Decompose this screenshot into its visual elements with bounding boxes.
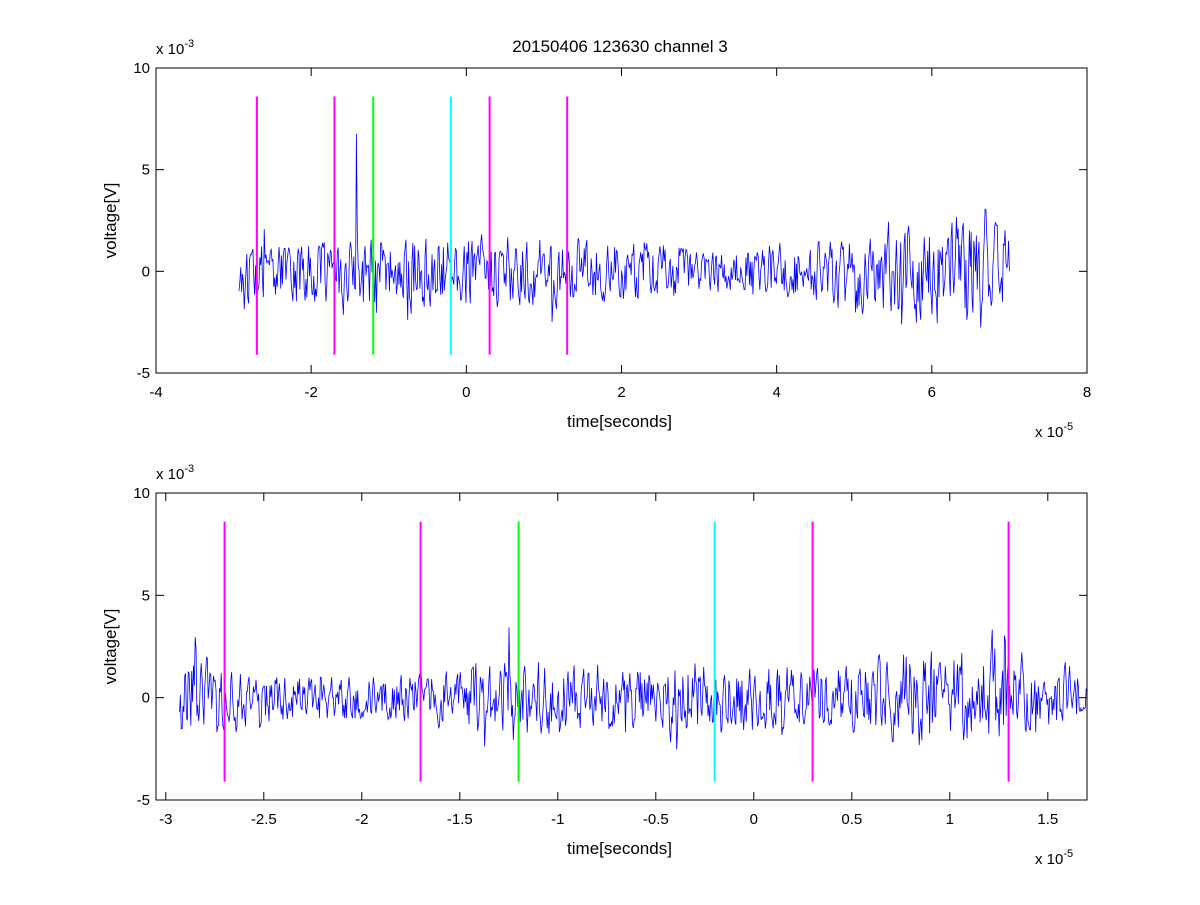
x-tick-label: -3 <box>159 811 172 828</box>
x-tick-label: 0 <box>750 811 758 828</box>
x-tick-label: -2.5 <box>251 811 277 828</box>
x-tick-label: 0 <box>462 384 470 401</box>
x-tick-label: 1 <box>946 811 954 828</box>
x-tick-label: -1.5 <box>447 811 473 828</box>
x-tick-label: 4 <box>772 384 780 401</box>
signal-line <box>179 627 1087 750</box>
y-tick-label: 10 <box>133 485 150 502</box>
y-scale-exponent: x 10-3 <box>156 38 194 58</box>
y-axis-label: voltage[V] <box>101 183 120 259</box>
x-tick-label: 1.5 <box>1037 811 1058 828</box>
x-tick-label: 2 <box>617 384 625 401</box>
x-tick-label: -0.5 <box>643 811 669 828</box>
chart-top: -4 -2 0 2 4 6 8 -5 0 5 10 time[seconds] voltage[V] x … <box>101 38 1091 441</box>
x-scale-exponent: x 10-5 <box>1035 848 1073 868</box>
y-tick-label: 5 <box>142 162 150 179</box>
y-tick-label: 0 <box>142 263 150 280</box>
y-tick-label: 0 <box>142 690 150 707</box>
x-tick-label: -2 <box>304 384 317 401</box>
x-tick-label: 6 <box>928 384 936 401</box>
y-axis-label: voltage[V] <box>101 609 120 685</box>
x-scale-exponent: x 10-5 <box>1035 421 1073 441</box>
axes-frame <box>155 492 1088 801</box>
y-tick-label: 5 <box>142 587 150 604</box>
x-tick-label: 0.5 <box>841 811 862 828</box>
y-tick-label: -5 <box>137 792 150 809</box>
axes-frame <box>155 67 1088 374</box>
figure-title: 20150406 123630 channel 3 <box>512 37 728 56</box>
x-tick-label: -4 <box>149 384 162 401</box>
signal-line <box>238 133 1010 328</box>
chart-bottom: -3 -2.5 -2 -1.5 -1 -0.5 0 0.5 1 1.5 -5 0 5 10 time[sec… <box>101 463 1088 868</box>
x-tick-label: -2 <box>355 811 368 828</box>
x-tick-label: 8 <box>1083 384 1091 401</box>
x-axis-label: time[seconds] <box>567 412 672 431</box>
y-tick-label: 10 <box>133 60 150 77</box>
x-axis-label: time[seconds] <box>567 839 672 858</box>
y-tick-label: -5 <box>137 365 150 382</box>
x-tick-label: -1 <box>551 811 564 828</box>
y-scale-exponent: x 10-3 <box>156 463 194 483</box>
